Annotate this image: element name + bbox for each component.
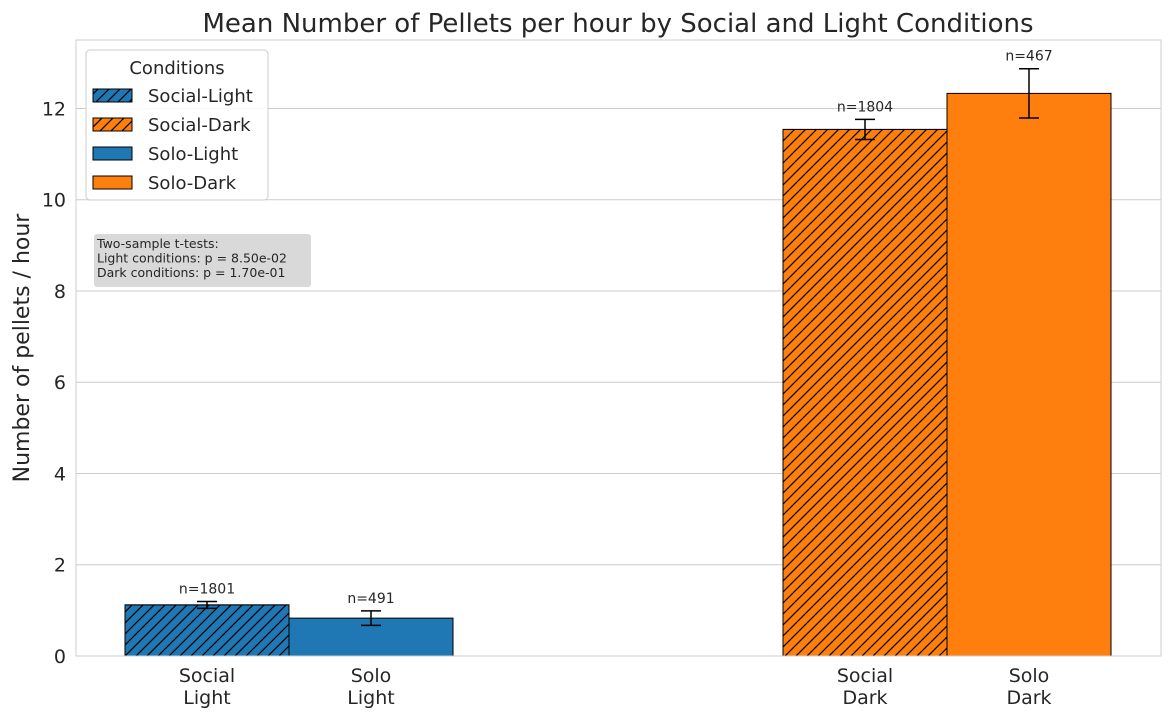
- legend-title: Conditions: [129, 58, 224, 79]
- y-tick-label: 2: [54, 555, 66, 577]
- legend-label: Solo-Light: [148, 144, 238, 165]
- annotation-line: Two-sample t-tests:: [96, 236, 219, 251]
- legend-swatch: [92, 175, 133, 190]
- y-tick-label: 6: [54, 372, 66, 394]
- error-bar: [361, 610, 381, 627]
- annotation-line: Light conditions: p = 8.50e-02: [97, 251, 287, 266]
- n-label: n=1801: [179, 581, 235, 597]
- x-tick-label: Solo: [351, 665, 392, 687]
- bar-hatch: [124, 604, 290, 657]
- x-tick-label: Light: [183, 687, 230, 709]
- t-test-annotation: Two-sample t-tests:Light conditions: p =…: [94, 234, 311, 287]
- annotation-line: Dark conditions: p = 1.70e-01: [97, 265, 285, 280]
- legend-label: Social-Dark: [148, 115, 251, 136]
- y-tick-label: 8: [54, 281, 66, 303]
- y-tick-label: 0: [54, 646, 66, 668]
- bar-solo-dark: [946, 92, 1112, 657]
- n-label: n=1804: [837, 99, 893, 115]
- chart-title: Mean Number of Pellets per hour by Socia…: [202, 9, 1033, 39]
- n-label: n=491: [347, 591, 394, 607]
- y-axis-label: Number of pellets / hour: [10, 213, 35, 483]
- x-tick-label: Solo: [1009, 665, 1050, 687]
- x-tick-label: Social: [179, 665, 235, 687]
- y-tick-label: 4: [54, 463, 66, 485]
- legend-label: Solo-Dark: [148, 173, 237, 194]
- error-bar: [855, 118, 875, 141]
- legend: Conditions Social-Light Social-Dark Solo-Li…: [85, 49, 269, 201]
- error-bar: [197, 600, 217, 610]
- y-tick-label: 10: [42, 190, 66, 212]
- error-bar: [1019, 67, 1039, 119]
- y-tick-label: 12: [42, 98, 66, 120]
- plot-frame: [75, 39, 1162, 657]
- x-tick-label: Dark: [842, 687, 887, 709]
- x-tick-label: Dark: [1006, 687, 1051, 709]
- x-tick-label: Light: [347, 687, 394, 709]
- legend-swatch: [92, 146, 133, 161]
- legend-label: Social-Light: [148, 86, 253, 107]
- bar-hatch: [782, 128, 948, 657]
- n-label: n=467: [1005, 49, 1052, 65]
- x-tick-label: Social: [837, 665, 893, 687]
